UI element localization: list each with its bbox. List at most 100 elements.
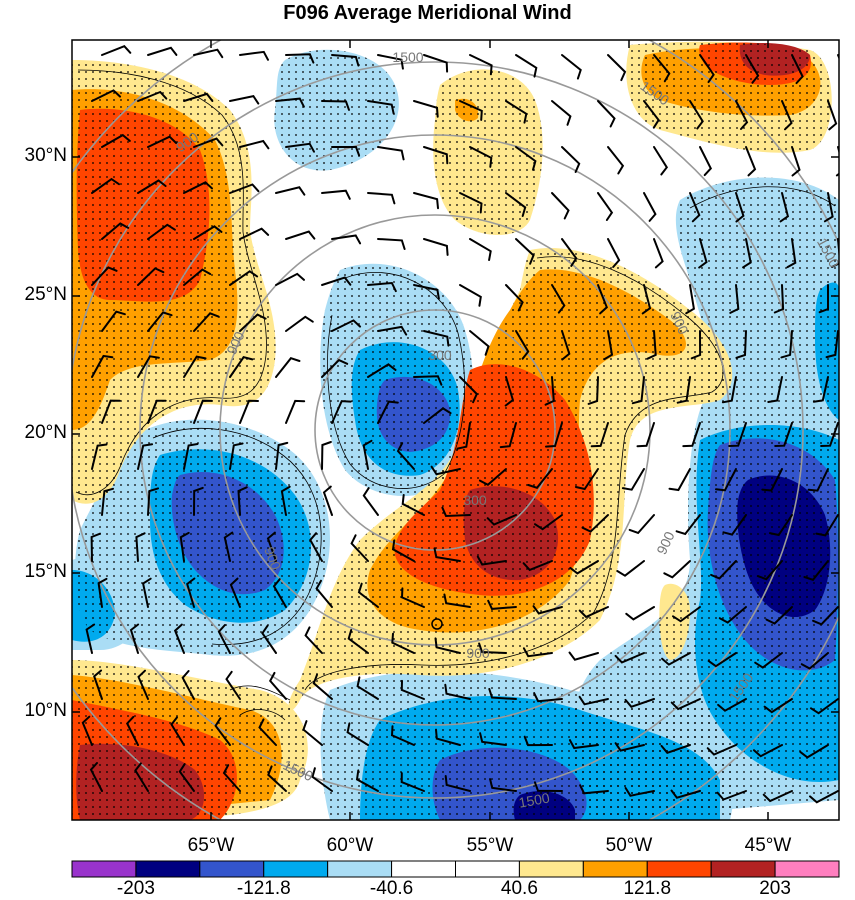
wind-barb bbox=[597, 284, 608, 315]
wind-barb bbox=[101, 133, 131, 148]
colorbar-swatch bbox=[646, 860, 712, 878]
wind-barb bbox=[499, 422, 517, 449]
wind-barb bbox=[781, 100, 793, 131]
wind-barb bbox=[193, 225, 223, 240]
wind-barb bbox=[729, 284, 740, 314]
wind-barb bbox=[812, 376, 829, 403]
wind-barb bbox=[597, 192, 614, 221]
wind-barb bbox=[377, 54, 404, 70]
wind-barb bbox=[423, 54, 449, 73]
wind-barb bbox=[763, 698, 793, 714]
wind-barb bbox=[478, 468, 507, 487]
wind-barb bbox=[101, 222, 130, 240]
wind-barb bbox=[663, 560, 691, 579]
ring-label-300-bottom: 300 bbox=[463, 492, 487, 508]
wind-barb bbox=[391, 539, 415, 562]
colorbar-swatch bbox=[199, 860, 265, 878]
wind-barb bbox=[377, 146, 405, 161]
wind-barb bbox=[137, 355, 160, 378]
storm-center-marker bbox=[431, 618, 443, 630]
wind-barb bbox=[443, 593, 471, 608]
wind-barb bbox=[355, 769, 379, 792]
wind-barb bbox=[603, 330, 614, 361]
wind-barb bbox=[767, 376, 783, 403]
wind-barb bbox=[129, 623, 140, 654]
wind-barb bbox=[551, 100, 572, 126]
wind-barb bbox=[423, 238, 449, 256]
wind-barb bbox=[229, 577, 241, 608]
wind-barb bbox=[89, 762, 103, 792]
wind-barb bbox=[745, 54, 760, 84]
wind-barb bbox=[91, 443, 108, 470]
wind-barb bbox=[423, 330, 450, 347]
wind-barb bbox=[101, 310, 126, 332]
wind-barb bbox=[183, 181, 213, 194]
wind-barb bbox=[670, 789, 701, 799]
wind-barb bbox=[362, 439, 373, 470]
range-ring-900 bbox=[139, 134, 731, 726]
wind-barb bbox=[827, 100, 838, 131]
wind-barb bbox=[91, 89, 122, 102]
wind-barb bbox=[773, 284, 785, 314]
wind-barb bbox=[682, 422, 701, 448]
wind-barb bbox=[225, 670, 241, 700]
wind-barb bbox=[581, 514, 609, 533]
wind-barb bbox=[331, 54, 360, 67]
wind-barb bbox=[137, 443, 154, 470]
wind-barb bbox=[489, 778, 517, 792]
wind-barb bbox=[676, 376, 691, 404]
wind-barb bbox=[710, 560, 737, 580]
wind-barb bbox=[321, 358, 349, 378]
wind-barb bbox=[147, 223, 176, 240]
wind-barb bbox=[93, 669, 103, 700]
wind-barb bbox=[179, 531, 190, 562]
wind-barb bbox=[229, 183, 260, 194]
wind-barb bbox=[780, 330, 793, 359]
wind-barb bbox=[302, 720, 323, 746]
wind-barb bbox=[183, 268, 212, 286]
wind-barb bbox=[653, 146, 669, 176]
wind-barb bbox=[761, 468, 783, 492]
range-ring-1200 bbox=[72, 61, 804, 799]
wind-barb bbox=[400, 587, 425, 608]
wind-barb bbox=[266, 531, 277, 562]
wind-barb bbox=[137, 669, 149, 700]
colorbar-label: -121.8 bbox=[236, 878, 291, 899]
wind-barb bbox=[810, 698, 839, 715]
wind-barb bbox=[178, 763, 195, 792]
wind-barb bbox=[534, 514, 563, 531]
wind-barb bbox=[515, 330, 530, 360]
wind-barb bbox=[400, 679, 425, 700]
wind-barb bbox=[607, 238, 621, 268]
wind-barb bbox=[183, 355, 207, 378]
wind-barb bbox=[799, 744, 829, 759]
lon-label-45w: 45°W bbox=[744, 835, 792, 856]
wind-barbs bbox=[81, 45, 839, 804]
wind-barb bbox=[574, 468, 599, 491]
wind-barb bbox=[735, 192, 745, 223]
wind-barb bbox=[544, 376, 555, 406]
wind-barb bbox=[786, 238, 797, 269]
wind-barb bbox=[135, 532, 146, 562]
colorbar-swatch bbox=[135, 860, 201, 878]
wind-barb bbox=[413, 100, 439, 118]
lat-label-25n: 25°N bbox=[24, 284, 67, 305]
wind-barb bbox=[614, 742, 645, 752]
wind-barb bbox=[825, 330, 839, 359]
wind-barb bbox=[505, 100, 528, 124]
wind-barb bbox=[459, 192, 483, 214]
wind-barb bbox=[239, 139, 270, 150]
colorbar-swatch bbox=[391, 860, 457, 878]
colorbar-swatch bbox=[710, 860, 776, 878]
wind-barb bbox=[823, 192, 834, 223]
wind-barb bbox=[350, 534, 369, 562]
wind-barb bbox=[487, 599, 517, 610]
wind-barb bbox=[774, 422, 793, 447]
wind-barb bbox=[515, 238, 535, 265]
wind-barb bbox=[186, 577, 196, 608]
wind-barb bbox=[367, 192, 396, 205]
wind-barb bbox=[486, 514, 517, 526]
wind-barb bbox=[533, 781, 563, 792]
range-ring-600 bbox=[219, 214, 651, 646]
wind-barb bbox=[672, 606, 701, 623]
